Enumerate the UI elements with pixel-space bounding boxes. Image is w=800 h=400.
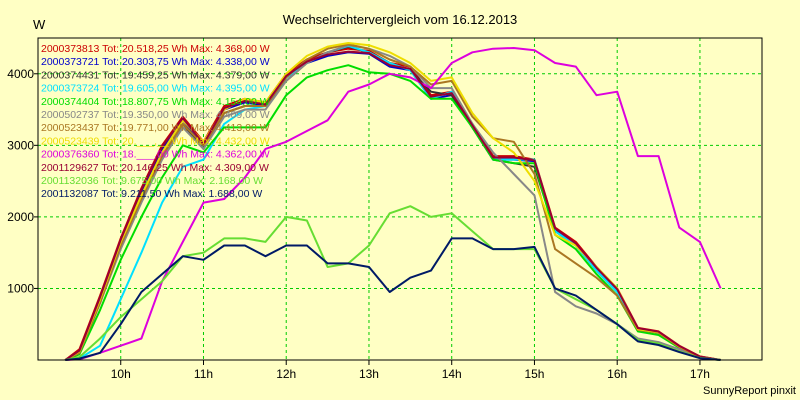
footer-credit: SunnyReport pinxit [703,385,796,397]
x-tick-label-0: 10h [111,367,131,381]
legend-entry-2000523437: 2000523437 Tot: 19.771,00 Wh Max: 4.413,… [41,122,270,134]
x-tick-label-7: 17h [690,367,710,381]
legend-entry-2000376360: 2000376360 Tot: 18.___,00 Wh Max: 4.362,… [41,149,270,161]
legend-entry-2000502737: 2000502737 Tot: 19.350,00 Wh Max: 4.409,… [41,109,270,121]
legend-entry-2001132087: 2001132087 Tot: 9.211,50 Wh Max: 1.688,0… [41,188,262,200]
plot-frame [37,37,763,361]
x-tick-label-3: 13h [359,367,379,381]
y-tick-label-1: 2000 [7,210,34,224]
series-line-2001129627 [64,50,721,361]
plot-area: 10h 11h 12h 13h 14h 15h 16h 17h 1000 2000 3000 4000… [7,37,763,381]
legend-entry-2000373721: 2000373721 Tot: 20.303,75 Wh Max: 4.338,… [41,56,270,68]
y-tick-label-0: 1000 [7,281,34,295]
y-tick-label-3: 4000 [7,67,34,81]
x-tick-label-4: 14h [442,367,462,381]
x-tick-label-6: 16h [607,367,627,381]
y-axis-label: W [33,17,46,32]
legend-entry-2000373724: 2000373724 Tot: 19.605,00 Wh Max: 4.395,… [41,83,270,95]
legend-entry-2001132036: 2001132036 Tot: 9.675,00 Wh Max: 2.168,0… [41,175,263,187]
legend-entry-2000374404: 2000374404 Tot: 18.807,75 Wh Max: 4.154,… [41,96,270,108]
x-tick-label-1: 11h [194,367,213,381]
chart-title: Wechselrichtervergleich vom 16.12.2013 [283,12,518,27]
x-tick-label-2: 12h [276,367,296,381]
legend-entry-2000373813: 2000373813 Tot: 20.518,25 Wh Max: 4.368,… [41,43,270,55]
legend-entry-2000523439: 2000523439 Tot: 20.___,__ Wh Max: 4.432,… [41,135,270,147]
series-line-2000373724 [65,44,721,361]
legend-entry-2001129627: 2001129627 Tot: 20.146,25 Wh Max: 4.309,… [41,162,269,174]
series-line-2001132087 [65,237,721,361]
x-tick-label-5: 15h [524,367,544,381]
plot-background [38,38,762,360]
series-line-2000523437 [64,43,721,361]
legend-entry-2000374431: 2000374431 Tot: 19.459,25 Wh Max: 4.379,… [41,69,270,81]
y-tick-label-2: 3000 [7,138,34,152]
